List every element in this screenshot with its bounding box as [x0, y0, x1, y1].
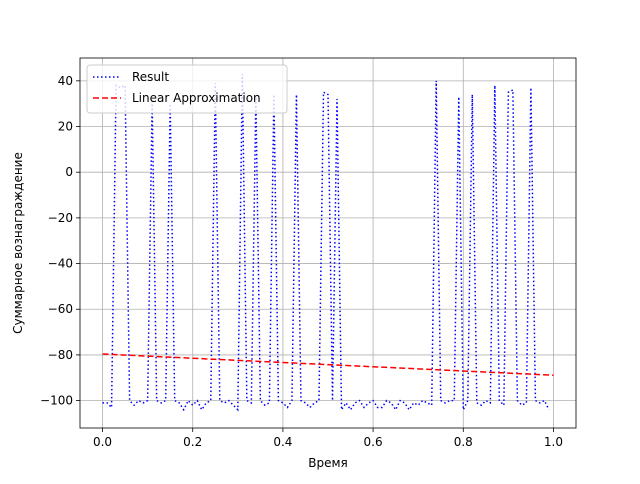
- y-tick-label: −20: [48, 211, 73, 225]
- y-tick-label: 40: [58, 74, 73, 88]
- x-tick-label: 0.0: [93, 435, 112, 449]
- x-tick-label: 0.8: [454, 435, 473, 449]
- x-tick-label: 0.4: [273, 435, 292, 449]
- y-tick-label: 20: [58, 120, 73, 134]
- legend-box: [86, 64, 288, 114]
- x-axis-label: Время: [308, 456, 348, 470]
- x-tick-label: 0.6: [364, 435, 383, 449]
- y-tick-label: −80: [48, 348, 73, 362]
- y-tick-label: −40: [48, 257, 73, 271]
- plot-frame: [79, 57, 577, 429]
- x-tick-label: 1.0: [544, 435, 563, 449]
- legend-label: Linear Approximation: [132, 91, 261, 105]
- x-tick-label: 0.2: [183, 435, 202, 449]
- y-tick-label: −60: [48, 302, 73, 316]
- y-tick-label: −100: [40, 394, 73, 408]
- y-tick-label: 0: [65, 165, 73, 179]
- legend-label: Result: [132, 70, 169, 84]
- y-axis-label: Суммарное вознаграждение: [11, 152, 25, 334]
- line: [102, 353, 554, 376]
- line: [102, 73, 550, 413]
